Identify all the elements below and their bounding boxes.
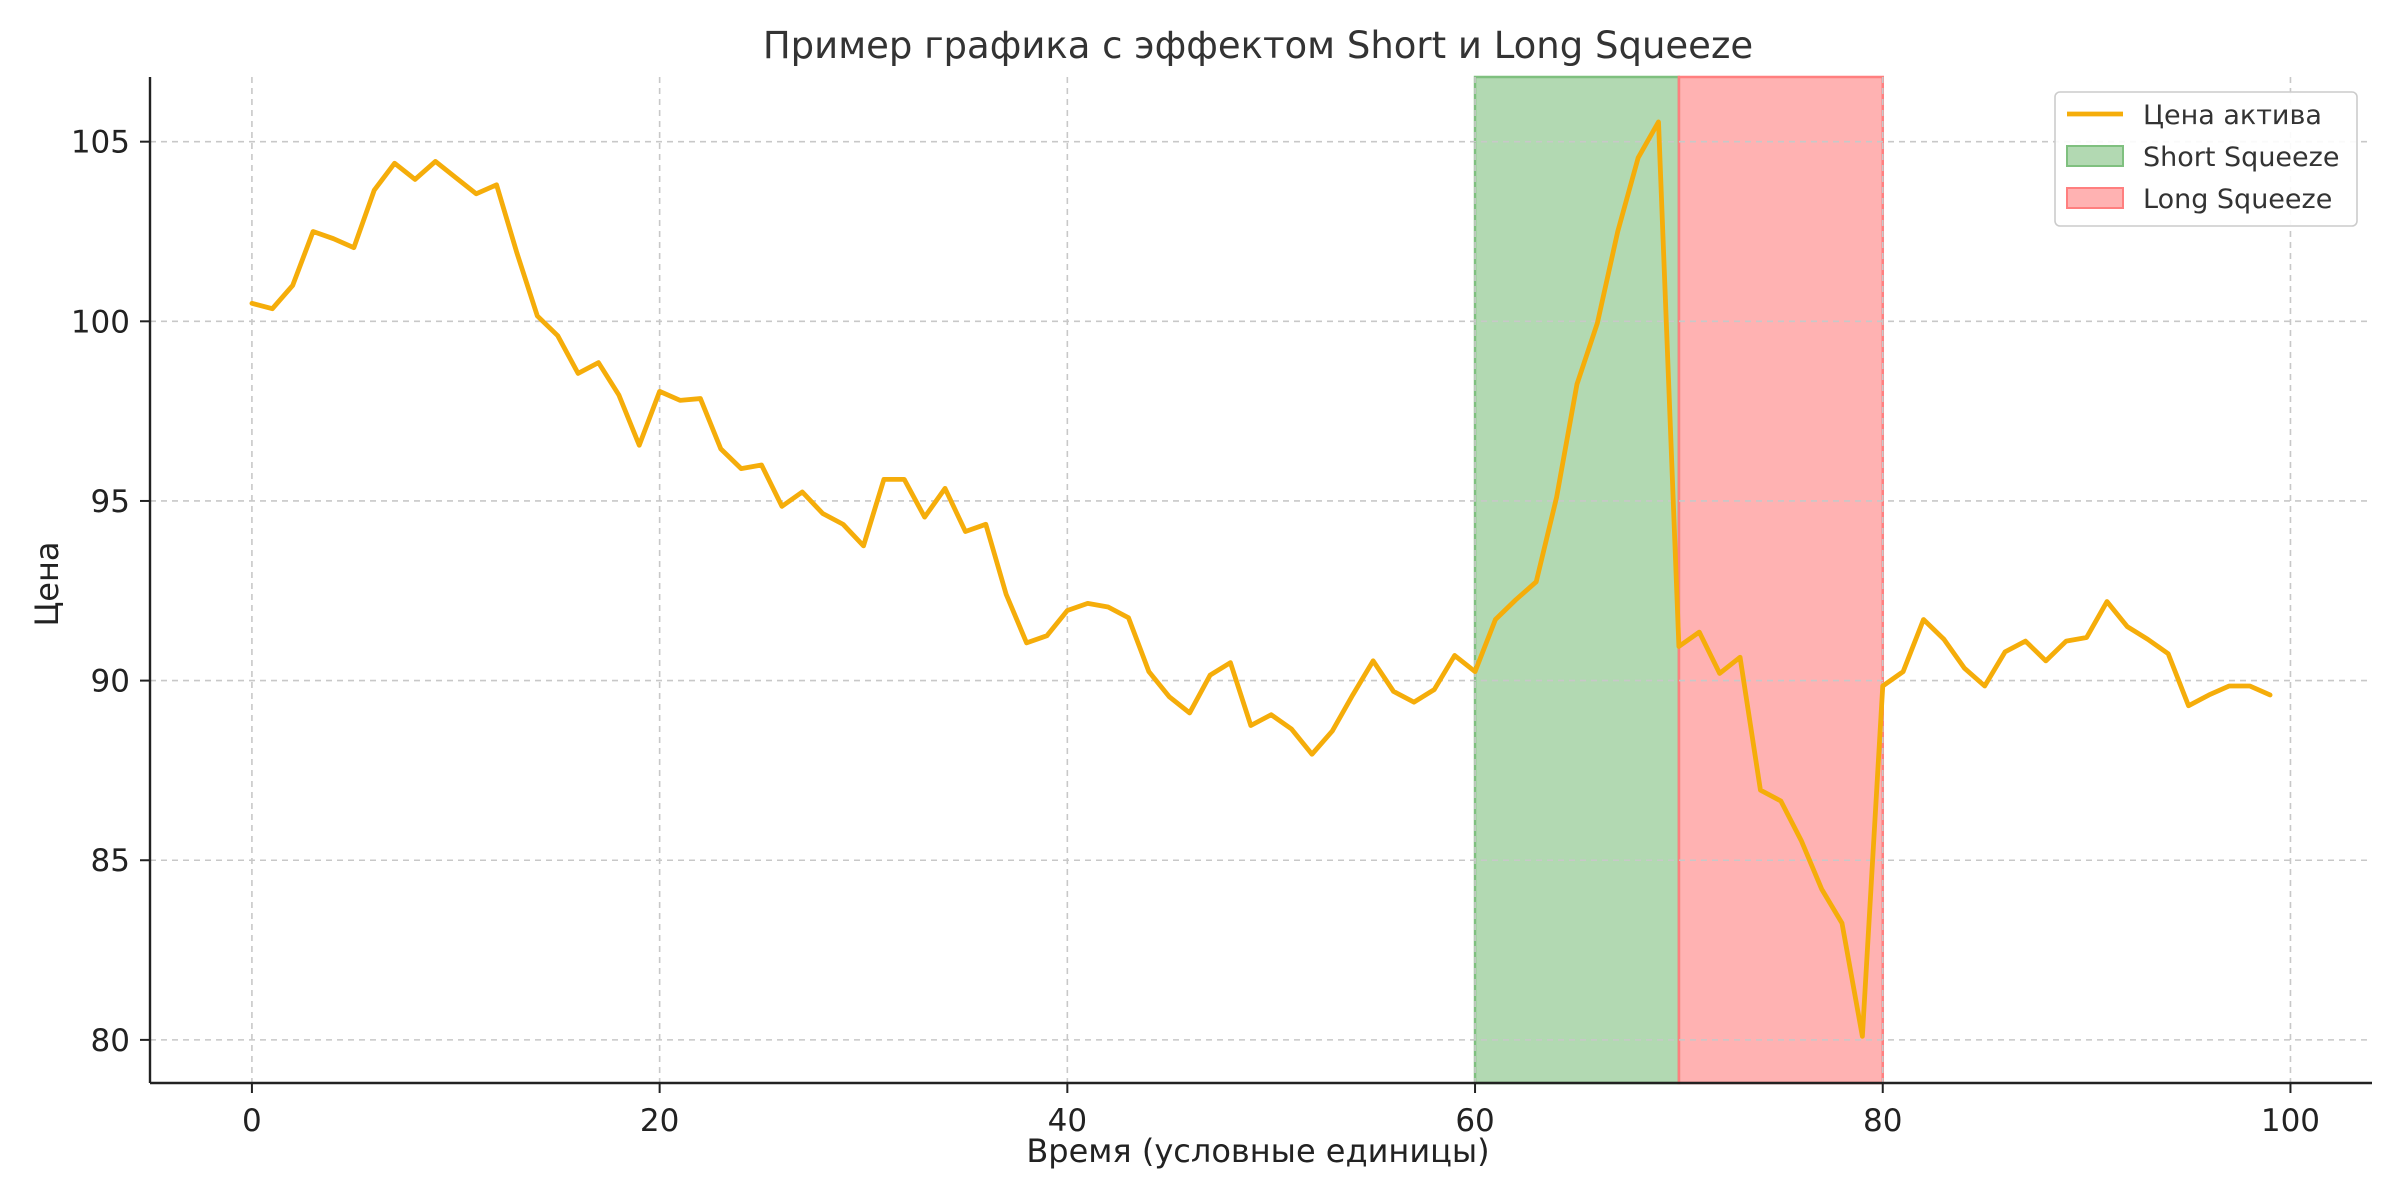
y-tick-label: 95 <box>91 484 130 520</box>
legend: Цена актива Short Squeeze Long Squeeze <box>2054 91 2358 227</box>
x-tick-label: 40 <box>1048 1103 1087 1139</box>
y-tick-label: 85 <box>91 843 130 879</box>
axes-layer <box>148 77 2372 1085</box>
y-tick-label: 90 <box>91 664 130 700</box>
region-long-squeeze <box>1677 75 1885 1085</box>
x-axis-label: Время (условные единицы) <box>1026 1132 1489 1170</box>
y-tick-label: 100 <box>71 304 130 340</box>
legend-label-price: Цена актива <box>2143 100 2322 131</box>
grid-layer <box>150 77 2372 1083</box>
x-tick-label: 0 <box>242 1103 262 1139</box>
x-tick-label: 60 <box>1455 1103 1494 1139</box>
legend-label-short-squeeze: Short Squeeze <box>2143 142 2339 173</box>
legend-swatch-short-squeeze <box>2066 145 2124 167</box>
region-short-squeeze <box>1473 75 1681 1085</box>
legend-label-long-squeeze: Long Squeeze <box>2143 184 2332 215</box>
ticks-layer: 0 20 40 60 80 100 80 85 90 95 100 105 <box>71 125 2320 1139</box>
x-tick-label: 80 <box>1863 1103 1902 1139</box>
y-axis-label: Цена <box>28 541 66 626</box>
chart-title: Пример графика с эффектом Short и Long S… <box>763 24 1753 67</box>
region-layer <box>1473 75 1885 1085</box>
x-tick-label: 20 <box>640 1103 679 1139</box>
y-tick-label: 105 <box>71 125 130 161</box>
legend-frame <box>2054 91 2358 227</box>
y-tick-label: 80 <box>91 1023 130 1059</box>
legend-swatch-long-squeeze <box>2066 187 2124 209</box>
series-line-price <box>249 119 2273 1039</box>
x-tick-label: 100 <box>2261 1103 2320 1139</box>
series-layer <box>249 119 2273 1039</box>
